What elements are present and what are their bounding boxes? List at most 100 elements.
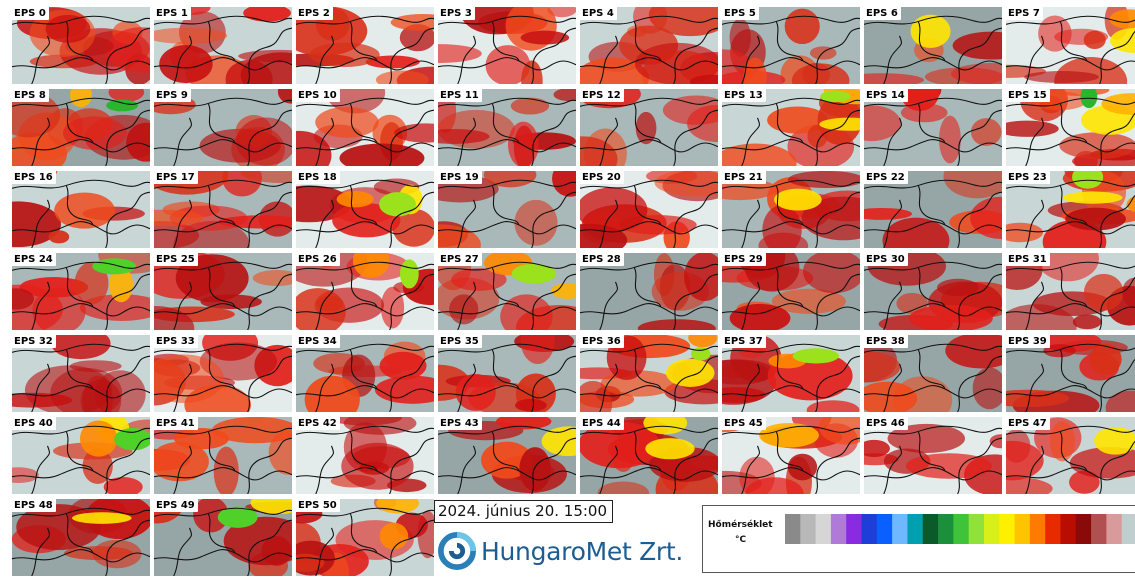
eps-member-label: EPS 9: [154, 89, 191, 102]
eps-member-label: EPS 32: [12, 335, 56, 348]
eps-member-map: EPS 11: [438, 89, 578, 168]
legend-swatch: [892, 514, 909, 544]
eps-member-map: EPS 40: [12, 417, 152, 496]
eps-member-label: EPS 43: [438, 417, 482, 430]
eps-member-map: EPS 12: [580, 89, 720, 168]
eps-member-map: EPS 49: [154, 499, 294, 578]
eps-member-map: EPS 43: [438, 417, 578, 496]
eps-member-map: EPS 32: [12, 335, 152, 414]
temperature-field: [12, 417, 150, 494]
eps-member-label: EPS 50: [296, 499, 340, 512]
eps-member-label: EPS 46: [864, 417, 908, 430]
temperature-field: [296, 171, 434, 248]
temperature-field: [580, 89, 718, 166]
eps-member-label: EPS 13: [722, 89, 766, 102]
eps-member-map: EPS 9: [154, 89, 294, 168]
eps-member-label: EPS 14: [864, 89, 908, 102]
legend-swatch: [983, 514, 1000, 544]
legend-swatch: [830, 514, 847, 544]
eps-member-map: EPS 5: [722, 7, 862, 86]
eps-member-map: EPS 25: [154, 253, 294, 332]
temperature-field: [154, 253, 292, 330]
eps-member-map: EPS 2: [296, 7, 436, 86]
eps-member-map: EPS 38: [864, 335, 1004, 414]
eps-member-map: EPS 21: [722, 171, 862, 250]
eps-member-label: EPS 30: [864, 253, 908, 266]
eps-member-map: EPS 14: [864, 89, 1004, 168]
temperature-field: [722, 253, 860, 330]
ensemble-map-grid: EPS 0 EPS 1 EPS 2 EPS 3 EPS 4 EPS 5 EPS 6 EPS 7…: [12, 7, 1135, 579]
eps-member-map: EPS 24: [12, 253, 152, 332]
eps-member-label: EPS 40: [12, 417, 56, 430]
eps-member-label: EPS 19: [438, 171, 482, 184]
temperature-legend: Hőmérséklet °C: [702, 505, 1135, 573]
legend-swatch: [922, 514, 939, 544]
temperature-field: [154, 499, 292, 576]
eps-member-map: EPS 19: [438, 171, 578, 250]
temperature-field: [580, 253, 718, 330]
eps-member-label: EPS 24: [12, 253, 56, 266]
legend-swatch: [1045, 514, 1062, 544]
temperature-field: [722, 417, 860, 494]
legend-swatch: [1060, 514, 1077, 544]
eps-member-label: EPS 25: [154, 253, 198, 266]
eps-member-map: EPS 26: [296, 253, 436, 332]
eps-member-label: EPS 7: [1006, 7, 1043, 20]
temperature-field: [12, 253, 150, 330]
eps-member-label: EPS 27: [438, 253, 482, 266]
legend-swatch: [861, 514, 878, 544]
temperature-field: [12, 499, 150, 576]
eps-member-map: EPS 27: [438, 253, 578, 332]
eps-member-label: EPS 22: [864, 171, 908, 184]
legend-swatch: [1106, 514, 1123, 544]
legend-swatch: [815, 514, 832, 544]
eps-member-label: EPS 20: [580, 171, 624, 184]
eps-member-label: EPS 41: [154, 417, 198, 430]
eps-member-map: EPS 36: [580, 335, 720, 414]
eps-member-map: EPS 7: [1006, 7, 1135, 86]
valid-time-box: 2024. június 20. 15:00: [434, 500, 613, 523]
eps-member-map: EPS 17: [154, 171, 294, 250]
eps-member-label: EPS 4: [580, 7, 617, 20]
eps-member-label: EPS 21: [722, 171, 766, 184]
temperature-field: [438, 417, 576, 494]
eps-member-label: EPS 26: [296, 253, 340, 266]
eps-member-label: EPS 16: [12, 171, 56, 184]
eps-member-label: EPS 35: [438, 335, 482, 348]
eps-member-label: EPS 10: [296, 89, 340, 102]
eps-member-label: EPS 34: [296, 335, 340, 348]
eps-member-map: EPS 47: [1006, 417, 1135, 496]
temperature-field: [12, 89, 150, 166]
temperature-field: [296, 89, 434, 166]
eps-member-map: EPS 46: [864, 417, 1004, 496]
eps-member-label: EPS 31: [1006, 253, 1050, 266]
temperature-field: [296, 499, 434, 576]
eps-member-map: EPS 0: [12, 7, 152, 86]
temperature-field: [12, 7, 150, 84]
legend-color-bar: [785, 514, 1135, 544]
legend-unit: °C: [735, 535, 747, 545]
eps-member-map: EPS 28: [580, 253, 720, 332]
eps-member-label: EPS 29: [722, 253, 766, 266]
eps-member-map: EPS 31: [1006, 253, 1135, 332]
eps-member-label: EPS 18: [296, 171, 340, 184]
legend-swatch: [785, 514, 801, 544]
legend-swatch: [1014, 514, 1031, 544]
eps-member-label: EPS 38: [864, 335, 908, 348]
temperature-field: [1006, 171, 1135, 248]
legend-swatch: [1075, 514, 1092, 544]
legend-swatch: [1029, 514, 1046, 544]
legend-swatch: [1121, 514, 1135, 544]
eps-member-label: EPS 6: [864, 7, 901, 20]
hungaromet-logo: HungaroMet Zrt.: [438, 528, 683, 574]
eps-member-label: EPS 1: [154, 7, 191, 20]
eps-member-label: EPS 2: [296, 7, 333, 20]
eps-member-map: EPS 22: [864, 171, 1004, 250]
eps-member-label: EPS 36: [580, 335, 624, 348]
eps-member-map: EPS 15: [1006, 89, 1135, 168]
temperature-field: [154, 335, 292, 412]
eps-member-label: EPS 15: [1006, 89, 1050, 102]
legend-swatch: [907, 514, 924, 544]
temperature-field: [12, 335, 150, 412]
legend-swatch: [1091, 514, 1107, 544]
